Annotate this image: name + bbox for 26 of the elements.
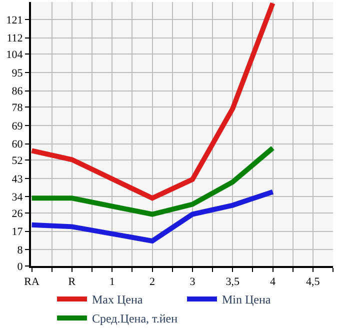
y-tick-label: 78 bbox=[12, 102, 24, 114]
y-tick-label: 26 bbox=[12, 208, 24, 220]
legend-label: Min Цена bbox=[222, 292, 272, 307]
x-tick-label: RA bbox=[24, 276, 40, 288]
y-tick-label: 112 bbox=[6, 32, 23, 45]
y-tick-label: 60 bbox=[12, 138, 24, 151]
x-tick-label: 3,5 bbox=[226, 276, 240, 288]
y-tick-label: 95 bbox=[12, 67, 24, 80]
x-tick-label: 4,5 bbox=[306, 276, 320, 288]
y-tick-label: 121 bbox=[6, 14, 23, 26]
x-tick-label: 4 bbox=[270, 276, 276, 288]
y-tick-label: 34 bbox=[12, 192, 24, 204]
x-tick-label: R bbox=[68, 276, 76, 288]
legend-label: Сред.Цена, т.йен bbox=[92, 312, 178, 326]
x-tick-label: 3 bbox=[190, 276, 196, 288]
x-tick-label: 2 bbox=[150, 276, 156, 288]
y-tick-label: 17 bbox=[12, 226, 24, 238]
y-tick-label: 0 bbox=[17, 260, 24, 273]
y-tick-label: 52 bbox=[12, 154, 23, 167]
y-tick-label: 8 bbox=[17, 244, 24, 257]
y-tick-label: 69 bbox=[12, 120, 24, 132]
x-tick-label: 1 bbox=[109, 276, 115, 288]
legend-label: Max Цена bbox=[92, 292, 144, 307]
y-tick-label: 104 bbox=[6, 49, 24, 61]
y-tick-label: 86 bbox=[12, 86, 24, 98]
y-tick-label: 43 bbox=[12, 173, 24, 186]
